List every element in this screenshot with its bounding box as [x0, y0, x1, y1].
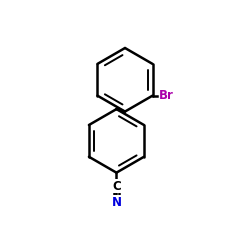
Text: Br: Br: [159, 89, 174, 102]
Text: C: C: [112, 180, 121, 192]
Text: N: N: [112, 196, 122, 208]
